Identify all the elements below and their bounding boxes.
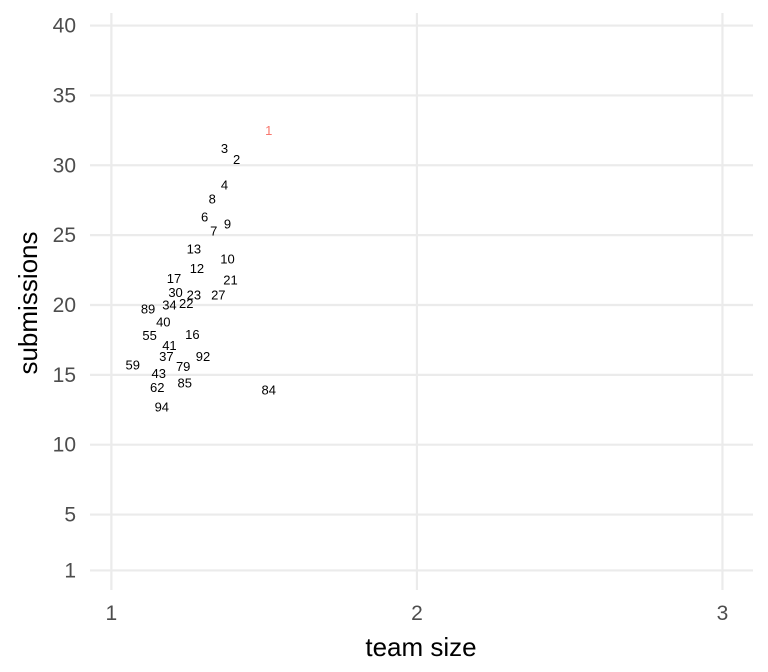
- point-label-40: 40: [156, 314, 170, 329]
- point-label-23: 23: [187, 288, 201, 303]
- point-label-12: 12: [190, 261, 204, 276]
- point-label-16: 16: [185, 327, 199, 342]
- point-label-21: 21: [223, 272, 237, 287]
- point-label-89: 89: [141, 302, 155, 317]
- x-axis-tick-labels: 1 2 3: [106, 602, 729, 625]
- point-label-8: 8: [209, 191, 216, 206]
- point-label-10: 10: [220, 251, 234, 266]
- point-label-6: 6: [201, 209, 208, 224]
- point-label-34: 34: [162, 297, 176, 312]
- point-label-17: 17: [167, 271, 181, 286]
- point-label-85: 85: [177, 376, 191, 391]
- y-tick-label-15: 15: [53, 364, 76, 387]
- point-label-41: 41: [162, 338, 176, 353]
- y-tick-label-1: 1: [64, 559, 76, 582]
- x-tick-label-2: 2: [411, 602, 423, 625]
- y-axis-title: submissions: [13, 231, 43, 374]
- point-label-2: 2: [233, 152, 240, 167]
- point-label-92: 92: [196, 349, 210, 364]
- point-label-13: 13: [187, 242, 201, 257]
- point-label-37: 37: [159, 349, 173, 364]
- y-tick-label-25: 25: [53, 224, 76, 247]
- y-tick-label-30: 30: [53, 154, 76, 177]
- y-tick-label-10: 10: [53, 434, 76, 457]
- grid-lines: [90, 13, 753, 590]
- point-label-62: 62: [150, 380, 164, 395]
- point-label-94: 94: [155, 399, 169, 414]
- point-label-7: 7: [210, 223, 217, 238]
- point-label-59: 59: [126, 358, 140, 373]
- y-tick-label-5: 5: [64, 504, 76, 527]
- point-label-3: 3: [221, 141, 228, 156]
- x-tick-label-3: 3: [717, 602, 729, 625]
- point-label-55: 55: [142, 328, 156, 343]
- point-label-9: 9: [224, 216, 231, 231]
- point-label-79: 79: [176, 359, 190, 374]
- y-tick-label-35: 35: [53, 84, 76, 107]
- point-label-22: 22: [179, 296, 193, 311]
- y-tick-label-20: 20: [53, 294, 76, 317]
- point-label-30: 30: [168, 285, 182, 300]
- point-label-4: 4: [221, 177, 228, 192]
- x-axis-title: team size: [365, 632, 476, 662]
- point-label-1: 1: [265, 123, 272, 138]
- x-tick-label-1: 1: [106, 602, 118, 625]
- y-tick-label-40: 40: [53, 15, 76, 38]
- point-label-43: 43: [152, 366, 166, 381]
- point-label-27: 27: [211, 288, 225, 303]
- point-label-84: 84: [262, 383, 276, 398]
